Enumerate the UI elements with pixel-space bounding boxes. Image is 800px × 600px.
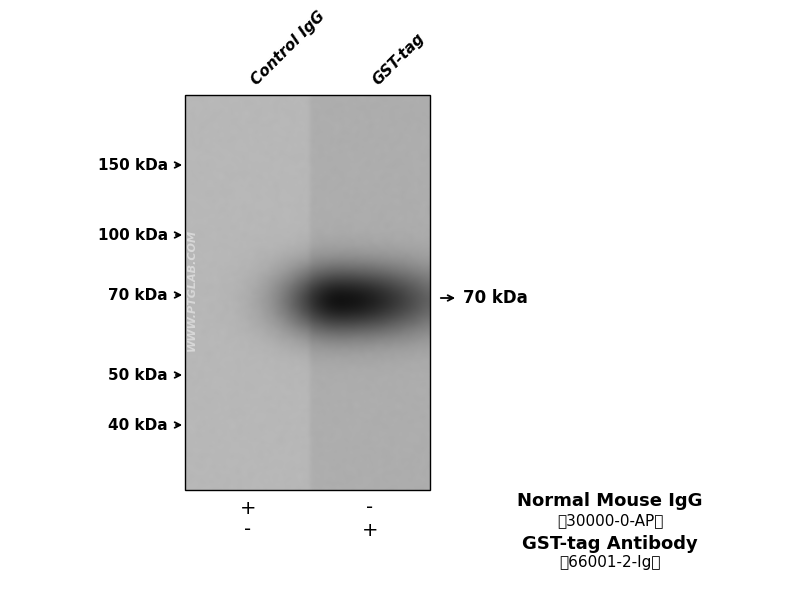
Text: 40 kDa: 40 kDa <box>108 418 168 433</box>
Bar <box>185 95 430 490</box>
Text: +: + <box>362 520 378 539</box>
Text: -: - <box>366 499 374 517</box>
Text: -: - <box>245 520 251 539</box>
Text: Normal Mouse IgG: Normal Mouse IgG <box>518 492 702 510</box>
Text: WWW.PTGLAB.COM: WWW.PTGLAB.COM <box>187 229 197 351</box>
Text: 100 kDa: 100 kDa <box>98 227 168 242</box>
Text: 70 kDa: 70 kDa <box>463 289 528 307</box>
Text: 50 kDa: 50 kDa <box>108 367 168 383</box>
Text: 150 kDa: 150 kDa <box>98 157 168 173</box>
Text: GST-tag Antibody: GST-tag Antibody <box>522 535 698 553</box>
Text: Control IgG: Control IgG <box>248 8 327 88</box>
Text: 70 kDa: 70 kDa <box>108 287 168 302</box>
Text: GST-tag: GST-tag <box>370 31 427 88</box>
Text: （66001-2-Ig）: （66001-2-Ig） <box>559 555 661 570</box>
Text: +: + <box>240 499 256 517</box>
Text: （30000-0-AP）: （30000-0-AP） <box>557 513 663 528</box>
